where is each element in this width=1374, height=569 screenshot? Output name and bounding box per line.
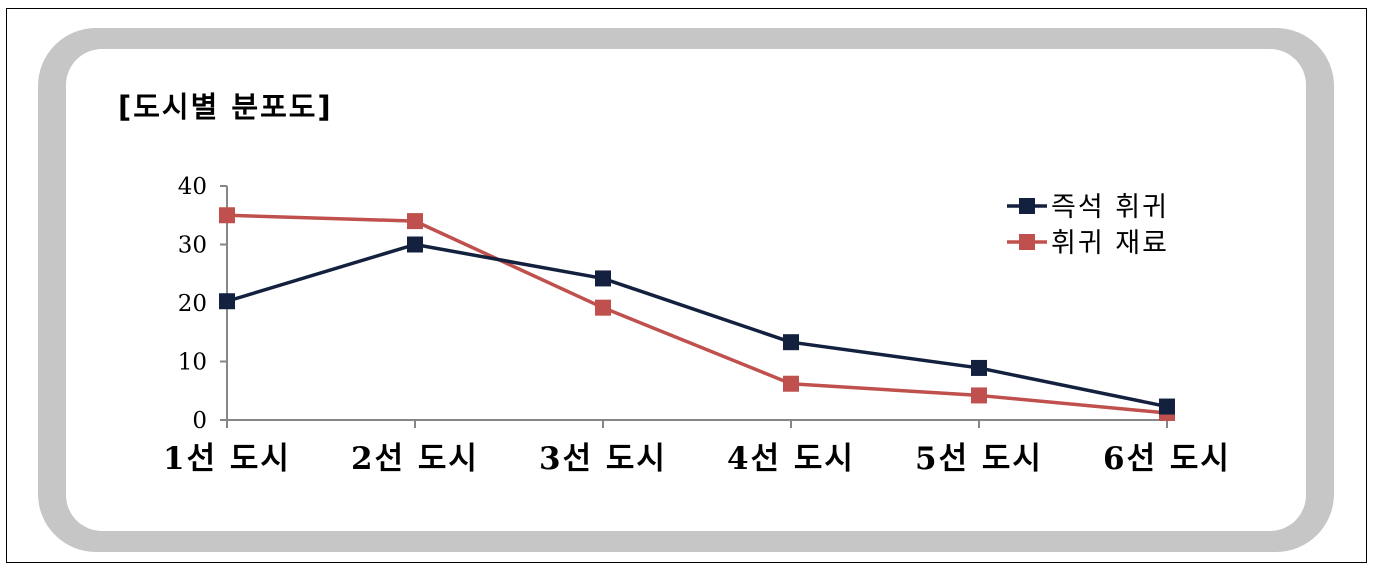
- data-point: [783, 375, 799, 392]
- y-tick-label: 30: [178, 233, 207, 259]
- y-tick-label: 20: [178, 291, 207, 317]
- chart-title: [도시별 분포도]: [118, 90, 333, 124]
- data-point: [971, 387, 987, 404]
- y-ticks: 0 10 20 30 40: [178, 174, 227, 434]
- legend-item: 휘귀 재료: [1007, 228, 1169, 259]
- data-point: [971, 359, 987, 376]
- series-line: [226, 242, 1168, 409]
- series-group: [219, 207, 1175, 421]
- y-tick-label: 40: [178, 174, 207, 200]
- data-point: [219, 293, 235, 310]
- data-point: [1159, 398, 1175, 415]
- y-tick-label: 10: [178, 350, 207, 376]
- x-tick-label: 6선 도시: [1103, 441, 1231, 477]
- legend-marker: [1019, 198, 1035, 214]
- legend-label: 휘귀 재료: [1051, 228, 1169, 259]
- y-tick-label: 0: [192, 408, 207, 434]
- x-tick-label: 4선 도시: [727, 441, 855, 477]
- x-ticks: 1선 도시 2선 도시 3선 도시 4선 도시 5선 도시 6선 도시: [163, 420, 1231, 477]
- legend-item: 즉석 휘귀: [1007, 192, 1169, 223]
- series-line: [226, 213, 1168, 415]
- x-tick-label: 5선 도시: [915, 441, 1043, 477]
- data-point: [407, 213, 423, 230]
- x-tick-label: 2선 도시: [351, 441, 479, 477]
- chart-panel-inner: [66, 49, 1306, 531]
- data-point: [219, 207, 235, 224]
- series-1: [219, 236, 1175, 415]
- x-axis: 1선 도시 2선 도시 3선 도시 4선 도시 5선 도시 6선 도시: [163, 419, 1231, 477]
- data-point: [407, 236, 423, 253]
- x-tick-label: 1선 도시: [163, 441, 291, 477]
- legend-marker: [1019, 234, 1035, 250]
- data-point: [595, 299, 611, 316]
- legend-label: 즉석 휘귀: [1051, 192, 1169, 223]
- data-point: [783, 334, 799, 351]
- data-point: [595, 270, 611, 287]
- x-tick-label: 3선 도시: [539, 441, 667, 477]
